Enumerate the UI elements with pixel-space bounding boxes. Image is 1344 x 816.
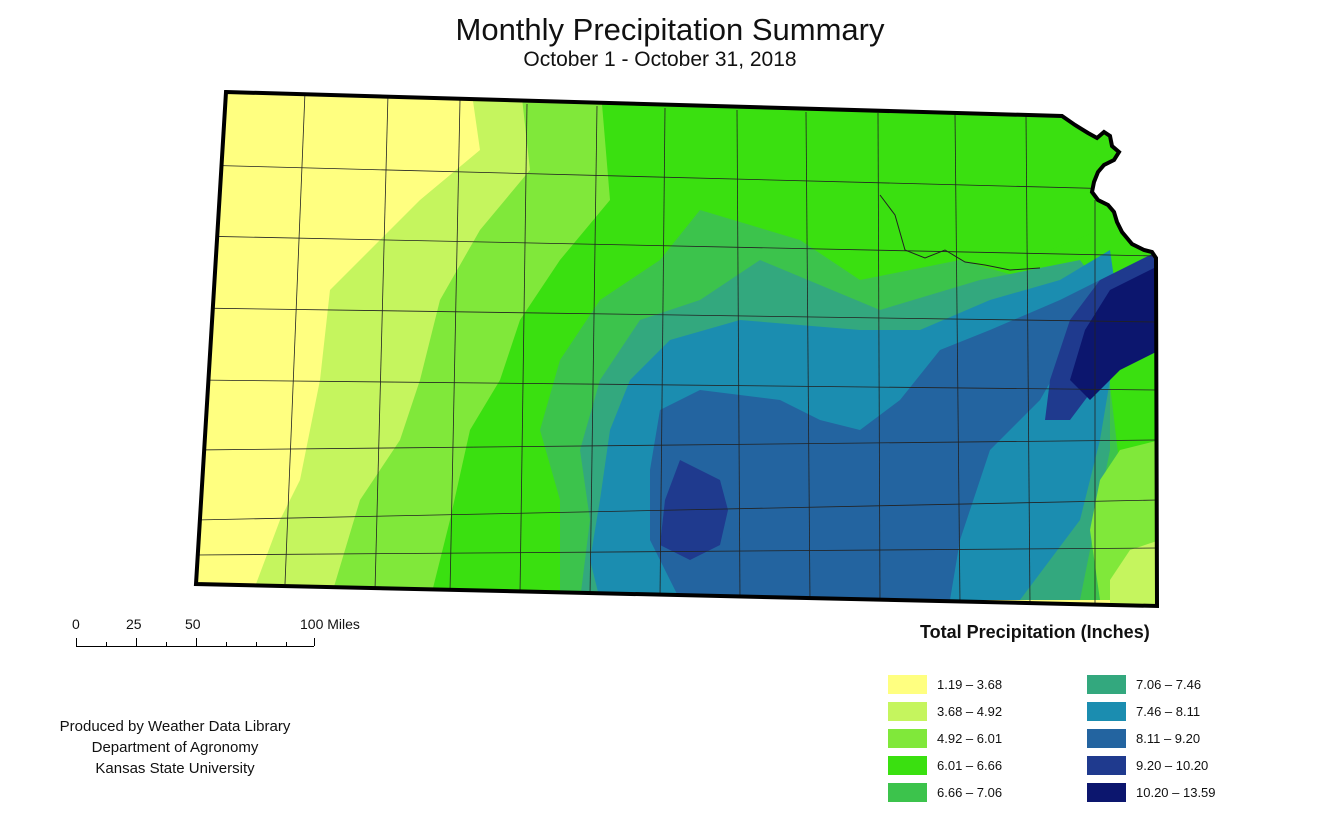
scale-tick <box>166 642 167 646</box>
scale-tick <box>256 642 257 646</box>
scale-tick <box>314 638 315 646</box>
legend-label: 1.19 – 3.68 <box>937 676 1003 692</box>
legend-label: 3.68 – 4.92 <box>937 703 1003 719</box>
legend-label: 7.06 – 7.46 <box>1136 676 1202 692</box>
legend-label: 6.66 – 7.06 <box>937 784 1003 800</box>
legend-label: 9.20 – 10.20 <box>1136 757 1209 773</box>
legend-item: 1.19 – 3.68 <box>888 674 1002 694</box>
zone-8-11-9-20 <box>650 280 1100 600</box>
legend-swatch <box>888 728 927 748</box>
county-grid <box>196 92 1157 606</box>
legend-swatch <box>1087 755 1126 775</box>
credit-line-2: Department of Agronomy <box>91 739 259 756</box>
legend-item: 4.92 – 6.01 <box>888 728 1002 748</box>
scale-tick <box>286 642 287 646</box>
scale-tick <box>136 638 137 646</box>
legend-label: 10.20 – 13.59 <box>1136 784 1216 800</box>
legend-item: 8.11 – 9.20 <box>1087 728 1200 748</box>
legend-swatch <box>1087 701 1126 721</box>
legend-swatch <box>888 782 927 802</box>
zone-10-20-13-59 <box>1070 265 1157 400</box>
legend-item: 6.01 – 6.66 <box>888 755 1002 775</box>
scale-label-50: 50 <box>185 616 201 632</box>
map-subtitle: October 1 - October 31, 2018 <box>523 48 797 71</box>
credits: Produced by Weather Data Library Departm… <box>20 716 330 779</box>
legend-swatch <box>888 674 927 694</box>
legend-item: 10.20 – 13.59 <box>1087 782 1216 802</box>
zone-southeast-lightgreen <box>1110 540 1157 606</box>
scale-tick <box>106 642 107 646</box>
scale-line <box>76 646 314 647</box>
kansas-river <box>879 194 1041 271</box>
zone-northeast-green <box>960 110 1100 250</box>
map-title: Monthly Precipitation Summary <box>455 12 885 47</box>
legend-label: 4.92 – 6.01 <box>937 730 1003 746</box>
legend-item: 7.46 – 8.11 <box>1087 701 1200 721</box>
legend-item: 6.66 – 7.06 <box>888 782 1002 802</box>
scale-label-100-miles: 100 Miles <box>300 616 360 632</box>
credit-line-1: Produced by Weather Data Library <box>59 718 291 735</box>
scale-tick <box>196 638 197 646</box>
legend-swatch <box>888 701 927 721</box>
scale-bar: 0 25 50 100 Miles <box>60 616 390 666</box>
kansas-state-outline <box>193 89 1160 609</box>
legend-swatch <box>1087 782 1126 802</box>
legend-swatch <box>888 755 927 775</box>
legend-item: 7.06 – 7.46 <box>1087 674 1201 694</box>
legend-item: 3.68 – 4.92 <box>888 701 1002 721</box>
scale-tick <box>76 638 77 646</box>
legend-item: 9.20 – 10.20 <box>1087 755 1208 775</box>
scale-tick <box>226 642 227 646</box>
legend-label: 7.46 – 8.11 <box>1136 703 1201 719</box>
legend-label: 6.01 – 6.66 <box>937 757 1003 773</box>
legend-label: 8.11 – 9.20 <box>1136 730 1201 746</box>
legend-swatch <box>1087 728 1126 748</box>
legend-swatch <box>1087 674 1126 694</box>
scale-label-0: 0 <box>72 616 80 632</box>
scale-label-25: 25 <box>126 616 142 632</box>
credit-line-3: Kansas State University <box>95 760 255 777</box>
legend-title: Total Precipitation (Inches) <box>920 622 1150 642</box>
